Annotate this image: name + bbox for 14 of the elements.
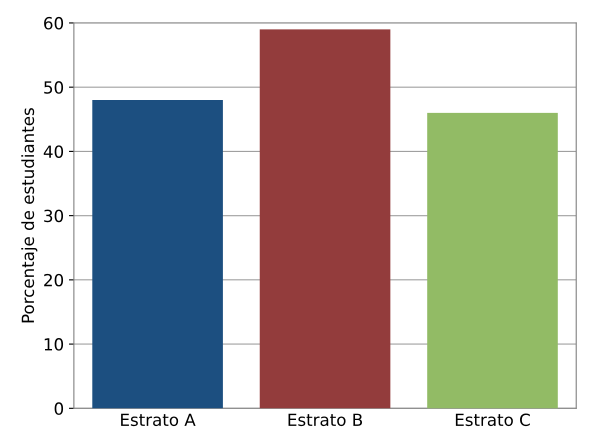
y-tick-label: 40 bbox=[44, 145, 64, 158]
bar bbox=[427, 112, 558, 408]
y-tick-label: 50 bbox=[44, 81, 64, 94]
x-tick-label: Estrato C bbox=[456, 413, 530, 426]
x-tick-label: Estrato A bbox=[121, 414, 196, 426]
y-tick-label: 0 bbox=[54, 402, 64, 415]
y-tick-label: 30 bbox=[44, 210, 64, 222]
y-tick-label: 20 bbox=[44, 274, 64, 286]
y-axis-title: Porcentaje de estudiantes bbox=[21, 108, 38, 322]
bar bbox=[260, 29, 390, 408]
y-tick-label: 10 bbox=[44, 338, 64, 351]
y-tick-label: 60 bbox=[44, 16, 64, 30]
bar bbox=[92, 100, 223, 408]
x-tick-label: Estrato B bbox=[288, 414, 362, 426]
